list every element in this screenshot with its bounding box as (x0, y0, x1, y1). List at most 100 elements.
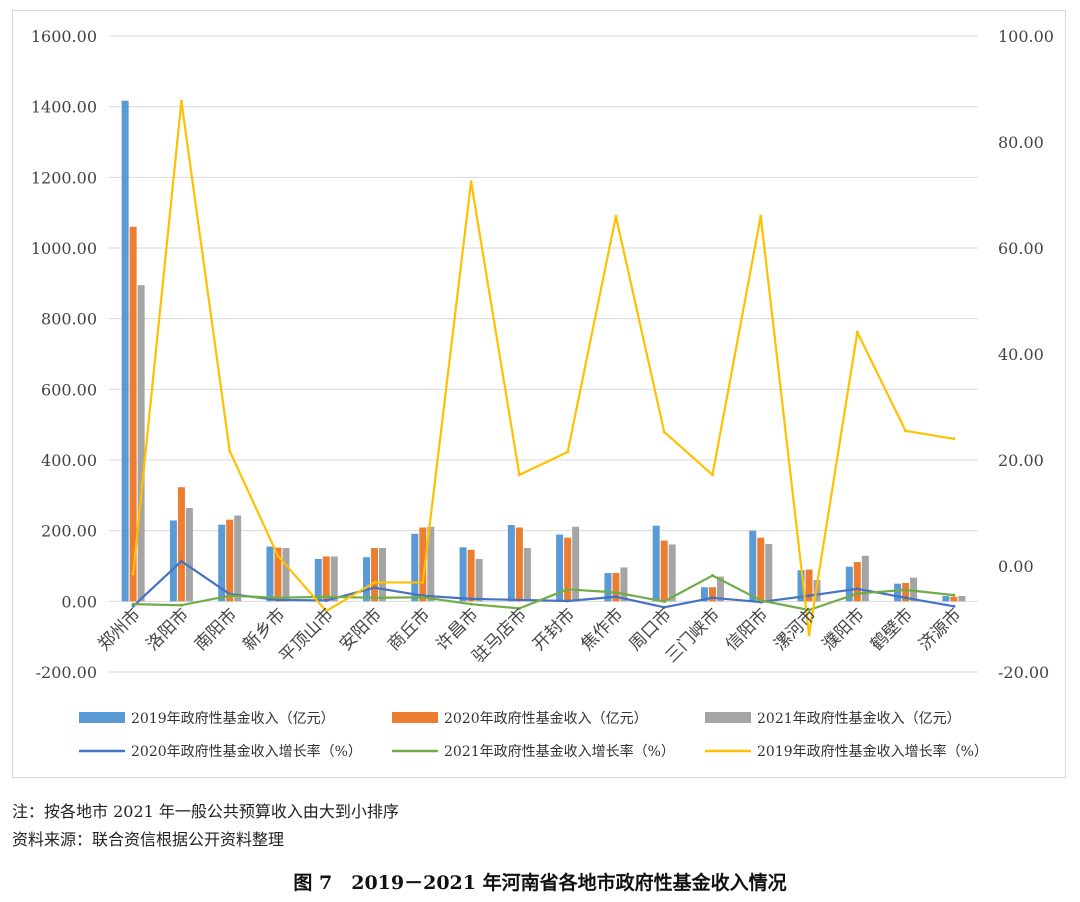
y-tick-label: 200.00 (41, 522, 97, 541)
y2-tick-label: 40.00 (998, 345, 1044, 364)
line-point-s3-17 (952, 604, 956, 608)
line-point-s3-9 (566, 599, 570, 603)
legend-swatch-0 (79, 712, 125, 723)
bar-s2-10 (620, 567, 628, 602)
legend-label-2: 2021年政府性基金收入（亿元） (757, 710, 961, 727)
bar-s1-0 (129, 226, 137, 602)
y-tick-label: 400.00 (41, 451, 97, 470)
bar-s1-16 (902, 582, 910, 602)
line-point-s4-16 (904, 588, 908, 592)
line-point-s3-4 (324, 598, 328, 602)
y-tick-label: 1200.00 (31, 168, 97, 187)
line-point-s5-5 (373, 580, 377, 584)
legend-label-5: 2019年政府性基金收入增长率（%） (757, 743, 988, 760)
bar-s1-1 (177, 487, 185, 602)
legend-label-3: 2020年政府性基金收入增长率（%） (131, 743, 362, 760)
y2-tick-label: 100.00 (998, 27, 1054, 46)
bar-s0-11 (652, 525, 660, 602)
line-point-s5-0 (131, 572, 135, 576)
line-point-s4-15 (855, 592, 859, 596)
bar-s1-14 (805, 569, 813, 602)
line-point-s4-14 (807, 608, 811, 612)
y-tick-label: 600.00 (41, 380, 97, 399)
bar-s1-9 (564, 537, 572, 602)
legend-label-4: 2021年政府性基金收入增长率（%） (444, 743, 675, 760)
line-point-s5-6 (421, 580, 425, 584)
line-point-s3-1 (179, 559, 183, 563)
line-point-s5-9 (566, 450, 570, 454)
bar-s0-0 (121, 100, 129, 602)
line-point-s5-16 (904, 429, 908, 433)
bar-s0-17 (942, 596, 950, 602)
bar-s1-12 (708, 587, 716, 602)
bar-s2-8 (523, 547, 531, 602)
bar-s0-16 (894, 583, 902, 602)
line-point-s3-5 (373, 586, 377, 590)
line-point-s4-3 (276, 596, 280, 600)
chart-svg: 1600.00 1400.00 1200.00 1000.00 800.00 600.00… (31, 27, 1054, 760)
figure-caption: 图 7 2019－2021 年河南省各地市政府性基金收入情况 (293, 872, 787, 894)
y-tick-label: -200.00 (36, 663, 97, 682)
line-point-s4-17 (952, 593, 956, 597)
line-point-s4-0 (131, 602, 135, 606)
y2-tick-label: 0.00 (998, 557, 1034, 576)
y-tick-label: 1000.00 (31, 239, 97, 258)
y-tick-label: 0.00 (61, 592, 97, 611)
legend-label-1: 2020年政府性基金收入（亿元） (444, 710, 648, 727)
bar-s0-13 (749, 530, 757, 602)
line-point-s5-7 (469, 180, 473, 184)
line-point-s5-15 (855, 330, 859, 334)
bar-s0-3 (266, 546, 274, 602)
legend-label-0: 2019年政府性基金收入（亿元） (131, 710, 335, 727)
line-point-s5-4 (324, 609, 328, 613)
line-point-s4-4 (324, 595, 328, 599)
bar-s1-15 (853, 562, 861, 602)
line-point-s5-12 (710, 473, 714, 477)
bar-s0-2 (218, 524, 226, 602)
line-point-s5-17 (952, 437, 956, 441)
line-point-s3-11 (662, 605, 666, 609)
bar-s1-6 (419, 527, 427, 602)
bar-s0-10 (604, 573, 612, 602)
chart-frame: 1600.00 1400.00 1200.00 1000.00 800.00 600.00… (12, 10, 1066, 778)
line-point-s5-3 (276, 554, 280, 558)
line-point-s4-2 (228, 594, 232, 598)
line-point-s3-12 (710, 596, 714, 600)
category-label: 郑州市 (94, 605, 144, 655)
line-point-s4-1 (179, 603, 183, 607)
bar-s1-7 (467, 549, 475, 602)
chart-note: 注：按各地市 2021 年一般公共预算收入由大到小排序 (12, 802, 399, 821)
y2-tick-label: 80.00 (998, 133, 1044, 152)
bar-s0-6 (411, 533, 419, 602)
category-label: 信阳市 (722, 605, 772, 655)
category-label: 商丘市 (384, 605, 434, 655)
line-point-s3-15 (855, 587, 859, 591)
category-label: 焦作市 (577, 605, 627, 655)
bar-s2-6 (427, 526, 435, 602)
bar-s2-4 (330, 556, 338, 602)
bar-s0-7 (459, 547, 467, 602)
bar-s2-16 (910, 577, 918, 602)
bar-s1-5 (371, 547, 379, 602)
y-tick-label: 1600.00 (31, 27, 97, 46)
bar-s2-17 (958, 596, 966, 602)
bar-s0-9 (556, 534, 564, 602)
line-series-5 (132, 100, 955, 637)
bar-s1-13 (757, 537, 765, 602)
line-series-4 (133, 574, 954, 612)
line-point-s4-8 (517, 606, 521, 610)
bar-s0-12 (700, 587, 708, 602)
bar-s1-8 (515, 527, 523, 602)
category-label: 平顶山市 (276, 605, 338, 667)
category-label: 洛阳市 (143, 605, 193, 655)
category-label: 南阳市 (191, 605, 241, 655)
line-series-3 (132, 560, 955, 609)
y2-tick-label: 20.00 (998, 451, 1044, 470)
line-point-s5-10 (614, 214, 618, 218)
bar-s1-4 (322, 556, 330, 602)
line-point-s5-14 (807, 633, 811, 637)
bar-s2-13 (765, 544, 773, 602)
bar-s2-3 (282, 547, 290, 602)
bar-s1-11 (660, 540, 668, 602)
bar-s2-7 (475, 558, 483, 602)
